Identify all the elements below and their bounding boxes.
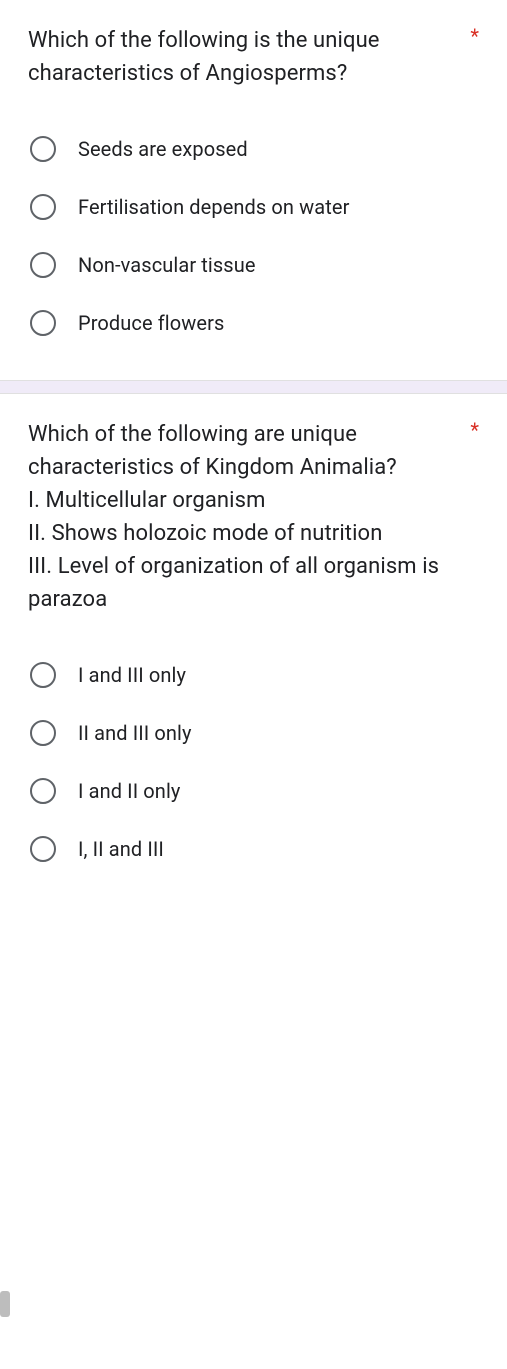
- required-indicator: *: [470, 24, 479, 48]
- option-label: Produce flowers: [78, 311, 224, 335]
- required-indicator: *: [470, 418, 479, 442]
- question-text: Which of the following is the unique cha…: [28, 24, 460, 90]
- radio-option[interactable]: Non-vascular tissue: [28, 236, 479, 294]
- scroll-indicator: [0, 1291, 10, 1317]
- radio-option[interactable]: II and III only: [28, 704, 479, 762]
- card-divider: [0, 380, 507, 394]
- radio-option[interactable]: I and III only: [28, 646, 479, 704]
- radio-icon: [30, 778, 56, 804]
- option-label: Fertilisation depends on water: [78, 195, 349, 219]
- radio-icon: [30, 836, 56, 862]
- question-text: Which of the following are unique charac…: [28, 418, 460, 616]
- radio-option[interactable]: Fertilisation depends on water: [28, 178, 479, 236]
- option-label: I and III only: [78, 663, 186, 687]
- radio-icon: [30, 136, 56, 162]
- radio-option[interactable]: I, II and III: [28, 820, 479, 878]
- question-card-1: Which of the following is the unique cha…: [0, 0, 507, 380]
- option-label: Non-vascular tissue: [78, 253, 256, 277]
- radio-icon: [30, 720, 56, 746]
- radio-icon: [30, 310, 56, 336]
- radio-icon: [30, 252, 56, 278]
- question-header: Which of the following are unique charac…: [28, 418, 479, 616]
- option-label: Seeds are exposed: [78, 137, 248, 161]
- option-label: II and III only: [78, 721, 192, 745]
- radio-icon: [30, 662, 56, 688]
- question-header: Which of the following is the unique cha…: [28, 24, 479, 90]
- option-label: I, II and III: [78, 837, 164, 861]
- question-card-2: Which of the following are unique charac…: [0, 394, 507, 906]
- radio-option[interactable]: Seeds are exposed: [28, 120, 479, 178]
- radio-option[interactable]: Produce flowers: [28, 294, 479, 352]
- option-label: I and II only: [78, 779, 180, 803]
- radio-icon: [30, 194, 56, 220]
- radio-option[interactable]: I and II only: [28, 762, 479, 820]
